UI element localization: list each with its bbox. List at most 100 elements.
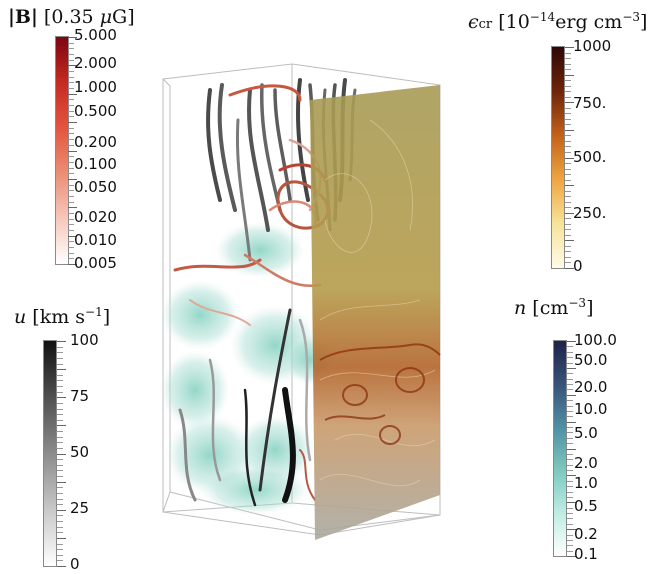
colorbar-tick (565, 52, 571, 54)
colorbar-tick (57, 470, 63, 472)
colorbar-tick (68, 65, 77, 67)
colorbar-tick (57, 341, 66, 342)
colorbar-tick (68, 212, 74, 214)
colorbar-tick (567, 448, 576, 450)
colorbar-tick (565, 196, 571, 198)
colorbar-tick (68, 167, 74, 169)
colorbar-tick (57, 431, 63, 432)
colorbar-tick (57, 408, 63, 410)
colorbar-tick (567, 550, 573, 552)
colorbar-tick (57, 549, 63, 551)
colorbar-tick (567, 534, 573, 536)
colorbar-tick (565, 140, 571, 142)
colorbar-tick (57, 402, 63, 404)
colorbar-tick (567, 470, 573, 471)
colorbar-n-label: 0.2 (574, 525, 598, 543)
colorbar-b-label: 0.020 (74, 208, 117, 226)
colorbar-tick (567, 475, 576, 477)
colorbar-tick (68, 82, 74, 84)
colorbar-tick (565, 223, 571, 225)
colorbar-tick (68, 116, 74, 118)
colorbar-tick (567, 518, 573, 520)
colorbar-tick (57, 504, 63, 506)
colorbar-tick (567, 373, 573, 375)
colorbar-b-label: 0.500 (74, 102, 117, 120)
colorbar-tick (57, 386, 63, 387)
colorbar-n-label: 10.0 (574, 400, 608, 418)
colorbar-tick (565, 151, 571, 153)
colorbar-tick (68, 99, 74, 101)
colorbar-tick (565, 118, 571, 120)
colorbar-b-label: 2.000 (74, 54, 117, 72)
colorbar-tick (567, 427, 573, 428)
colorbar-tick (567, 459, 573, 461)
colorbar-tick (565, 268, 574, 269)
colorbar-tick (567, 384, 573, 385)
colorbar-u-label: 75 (70, 387, 90, 405)
colorbar-tick (68, 218, 74, 220)
colorbar-tick (68, 195, 74, 197)
colorbar-tick (57, 554, 63, 556)
colorbar-tick (57, 453, 66, 455)
colorbar-tick (567, 378, 573, 380)
colorbar-tick (68, 190, 74, 192)
colorbar-tick (57, 526, 63, 528)
colorbar-tick (565, 229, 571, 231)
colorbar-tick (68, 59, 74, 61)
colorbar-tick (565, 85, 571, 87)
colorbar-tick (68, 246, 74, 248)
colorbar-n-label: 0.1 (574, 545, 598, 563)
colorbar-n-label: 1.0 (574, 474, 598, 492)
colorbar-tick (565, 129, 574, 131)
colorbar-tick (57, 397, 66, 399)
colorbar-tick (57, 459, 63, 461)
colorbar-tick (567, 443, 573, 445)
colorbar-tick (567, 464, 573, 466)
colorbar-tick (565, 168, 571, 170)
colorbar-tick (567, 410, 573, 412)
colorbar-tick (57, 543, 63, 545)
colorbar-tick (567, 432, 573, 434)
colorbar-tick (565, 91, 571, 93)
colorbar-u-label: 25 (70, 499, 90, 517)
colorbar-tick (68, 156, 74, 158)
colorbar-tick (565, 135, 571, 137)
colorbar-tick (567, 491, 573, 493)
colorbar-tick (68, 201, 74, 203)
colorbar-tick (567, 437, 573, 439)
colorbar-b-label: 1.000 (74, 78, 117, 96)
colorbar-tick (567, 367, 576, 369)
colorbar-tick (565, 102, 574, 104)
colorbar-tick (57, 464, 63, 466)
colorbar-tick (68, 54, 74, 56)
colorbar-tick (565, 47, 574, 48)
colorbar-tick (68, 161, 74, 163)
colorbar-tick (567, 523, 573, 525)
colorbar-tick (565, 157, 574, 159)
colorbar-tick (68, 207, 77, 209)
colorbar-tick (68, 139, 74, 141)
colorbar-u-label: 50 (70, 443, 90, 461)
colorbar-n-label: 50.0 (574, 351, 608, 369)
colorbar-tick (68, 184, 74, 186)
colorbar-tick (68, 110, 74, 112)
colorbar-tick (57, 363, 63, 365)
colorbar-n-label: 100.0 (574, 331, 617, 349)
colorbar-tick (68, 42, 74, 44)
colorbar-tick (57, 560, 63, 562)
colorbar-tick (565, 74, 574, 76)
colorbar-n-title: n [cm−3] (514, 296, 594, 319)
colorbar-ecr-label: 250. (573, 204, 607, 222)
colorbar-tick (68, 48, 74, 50)
colorbar-ecr-title: ϵcr [10−14erg cm−3] (468, 10, 648, 33)
colorbar-b-label: 0.005 (74, 254, 117, 272)
colorbar-n-gradient (553, 340, 567, 557)
colorbar-b-label: 5.000 (74, 26, 117, 44)
colorbar-tick (565, 190, 571, 192)
colorbar-tick (68, 229, 74, 231)
colorbar-tick (565, 163, 571, 165)
colorbar-tick (565, 212, 574, 214)
colorbar-tick (68, 122, 77, 124)
colorbar-tick (68, 105, 74, 107)
colorbar-b-gradient (55, 36, 69, 265)
